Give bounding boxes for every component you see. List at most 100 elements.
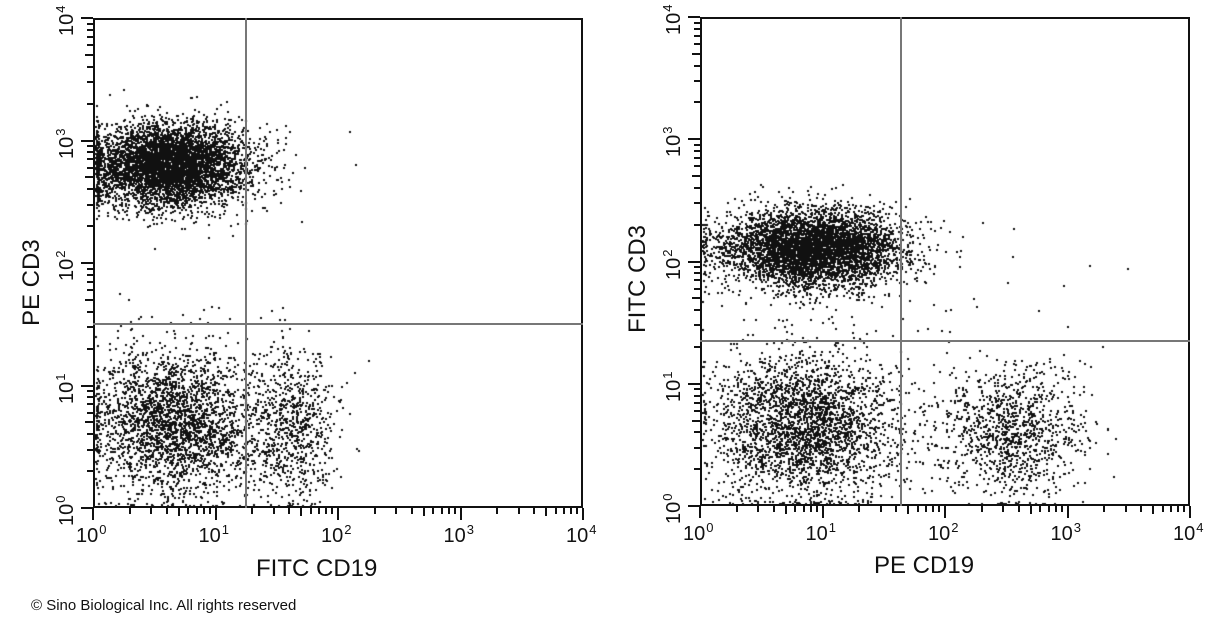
x-minor-tick: [1054, 506, 1057, 512]
y-minor-tick: [694, 79, 700, 82]
y-tick-label: 101: [660, 371, 685, 402]
y-minor-tick: [694, 409, 700, 412]
y-minor-tick: [87, 470, 93, 473]
x-tick-label: 102: [928, 520, 959, 545]
y-minor-tick: [87, 22, 93, 25]
y-minor-tick: [694, 345, 700, 348]
y-tick-label: 103: [660, 126, 685, 158]
x-tick-label: 100: [683, 520, 714, 545]
y-minor-tick: [87, 411, 93, 414]
x-minor-tick: [517, 508, 520, 514]
x-minor-tick: [815, 506, 818, 512]
y-minor-tick: [692, 297, 700, 300]
x-minor-tick: [195, 508, 198, 514]
x-minor-tick: [165, 508, 168, 514]
y-minor-tick: [694, 468, 700, 471]
y-minor-tick: [87, 225, 93, 228]
y-tick-label: 103: [53, 128, 78, 159]
x-minor-tick: [925, 506, 928, 512]
x-minor-tick: [938, 506, 941, 512]
y-minor-tick: [87, 280, 93, 283]
x-minor-tick: [858, 506, 861, 512]
y-minor-tick: [87, 158, 93, 161]
x-tick-label: 101: [198, 522, 229, 547]
y-minor-tick: [87, 326, 93, 329]
x-major-tick: [821, 506, 824, 518]
y-major-tick: [688, 260, 700, 263]
x-axis-title: PE CD19: [874, 552, 975, 579]
y-minor-tick: [694, 223, 700, 226]
y-minor-tick: [85, 176, 93, 179]
x-minor-tick: [1047, 506, 1050, 512]
x-minor-tick: [1170, 506, 1173, 512]
x-minor-tick: [1140, 506, 1143, 512]
y-minor-tick: [692, 175, 700, 178]
y-minor-tick: [694, 401, 700, 404]
y-minor-tick: [694, 287, 700, 290]
y-minor-tick: [87, 102, 93, 105]
y-minor-tick: [87, 81, 93, 84]
x-minor-tick: [128, 508, 131, 514]
x-minor-tick: [300, 508, 303, 516]
x-minor-tick: [440, 508, 443, 514]
x-minor-tick: [1161, 506, 1164, 512]
y-minor-tick: [694, 157, 700, 160]
y-minor-tick: [694, 272, 700, 275]
x-major-tick: [459, 508, 462, 520]
y-tick-label: 102: [660, 249, 685, 280]
y-minor-tick: [87, 166, 93, 169]
y-minor-tick: [87, 203, 93, 206]
x-minor-tick: [802, 506, 805, 512]
x-axis-title: FITC CD19: [256, 555, 378, 582]
x-minor-tick: [735, 506, 738, 512]
x-minor-tick: [1183, 506, 1186, 512]
x-minor-tick: [1177, 506, 1180, 512]
x-tick-label: 104: [1173, 520, 1204, 545]
y-minor-tick: [694, 309, 700, 312]
y-minor-tick: [87, 310, 93, 313]
x-major-tick: [92, 508, 94, 520]
y-minor-tick: [87, 188, 93, 191]
vertical-gate-line: [245, 18, 247, 508]
y-minor-tick: [87, 347, 93, 350]
x-major-tick: [699, 506, 701, 518]
x-minor-tick: [907, 506, 910, 514]
y-major-tick: [688, 382, 700, 385]
x-minor-tick: [1002, 506, 1005, 512]
y-minor-tick: [692, 52, 700, 55]
x-minor-tick: [325, 508, 328, 514]
y-minor-tick: [87, 151, 93, 154]
y-minor-tick: [694, 202, 700, 205]
y-minor-tick: [694, 446, 700, 449]
y-minor-tick: [87, 267, 93, 270]
x-minor-tick: [916, 506, 919, 512]
x-minor-tick: [251, 508, 254, 514]
x-minor-tick: [563, 508, 566, 514]
y-minor-tick: [694, 431, 700, 434]
y-minor-tick: [694, 266, 700, 269]
y-minor-tick: [692, 419, 700, 422]
y-minor-tick: [694, 324, 700, 327]
y-major-tick: [688, 138, 700, 141]
x-major-tick: [944, 506, 946, 518]
x-major-tick: [1189, 506, 1191, 518]
y-minor-tick: [694, 279, 700, 282]
x-minor-tick: [288, 508, 291, 514]
x-minor-tick: [453, 508, 456, 514]
copyright-notice: © Sino Biological Inc. All rights reserv…: [31, 597, 297, 614]
x-minor-tick: [150, 508, 153, 514]
y-major-tick: [688, 505, 700, 507]
x-minor-tick: [784, 506, 787, 514]
y-minor-tick: [87, 28, 93, 31]
x-minor-tick: [272, 508, 275, 514]
y-minor-tick: [694, 394, 700, 397]
x-minor-tick: [447, 508, 450, 514]
x-minor-tick: [1029, 506, 1032, 514]
x-minor-tick: [373, 508, 376, 514]
y-major-tick: [81, 139, 93, 142]
y-minor-tick: [87, 433, 93, 436]
y-minor-tick: [87, 65, 93, 68]
x-minor-tick: [757, 506, 760, 512]
y-minor-tick: [694, 165, 700, 168]
x-minor-tick: [932, 506, 935, 512]
